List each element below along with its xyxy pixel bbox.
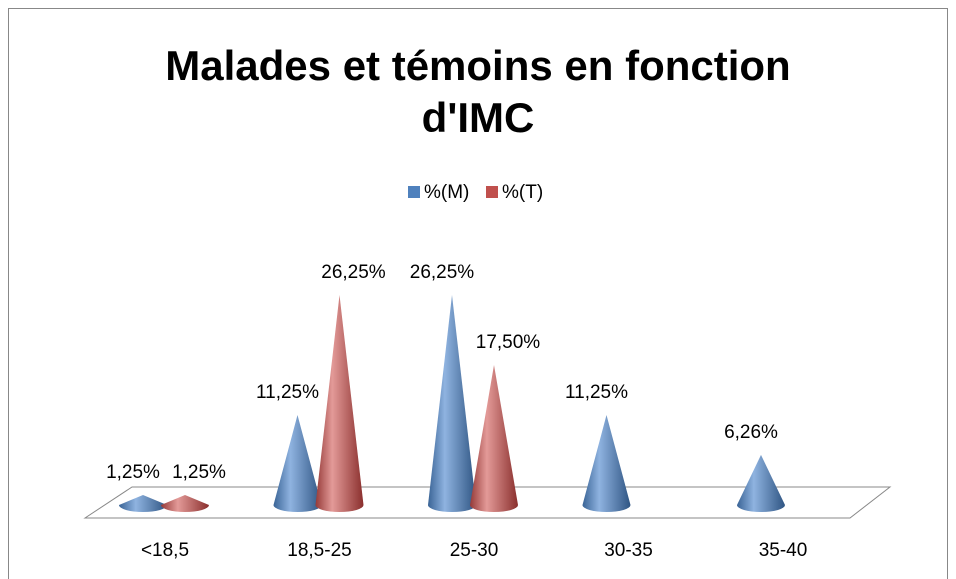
data-label: 1,25% — [106, 462, 160, 483]
data-label: 26,25% — [321, 262, 386, 283]
data-label: 26,25% — [410, 262, 475, 283]
x-tick-label: <18,5 — [141, 540, 189, 561]
legend-label: %(M) — [424, 182, 469, 203]
data-label: 17,50% — [476, 332, 541, 353]
cone — [428, 295, 476, 512]
legend-label: %(T) — [502, 182, 543, 203]
data-label: 11,25% — [256, 382, 319, 403]
cone — [161, 495, 209, 512]
cone — [582, 415, 631, 512]
chart-border — [8, 8, 948, 579]
legend-swatch — [486, 186, 498, 198]
x-tick-label: 25-30 — [450, 540, 499, 561]
x-tick-label: 30-35 — [604, 540, 653, 561]
cone — [737, 454, 785, 512]
cone — [273, 415, 322, 512]
cone — [470, 365, 518, 512]
x-tick-label: 35-40 — [759, 540, 808, 561]
cone — [315, 295, 364, 512]
data-label: 1,25% — [172, 462, 226, 483]
legend-swatch — [408, 186, 420, 198]
data-label: 6,26% — [724, 422, 778, 443]
cone — [119, 495, 167, 512]
data-label: 11,25% — [565, 382, 628, 403]
x-tick-label: 18,5-25 — [287, 540, 351, 561]
chart-title: Malades et témoins en fonction d'IMC — [165, 42, 791, 141]
